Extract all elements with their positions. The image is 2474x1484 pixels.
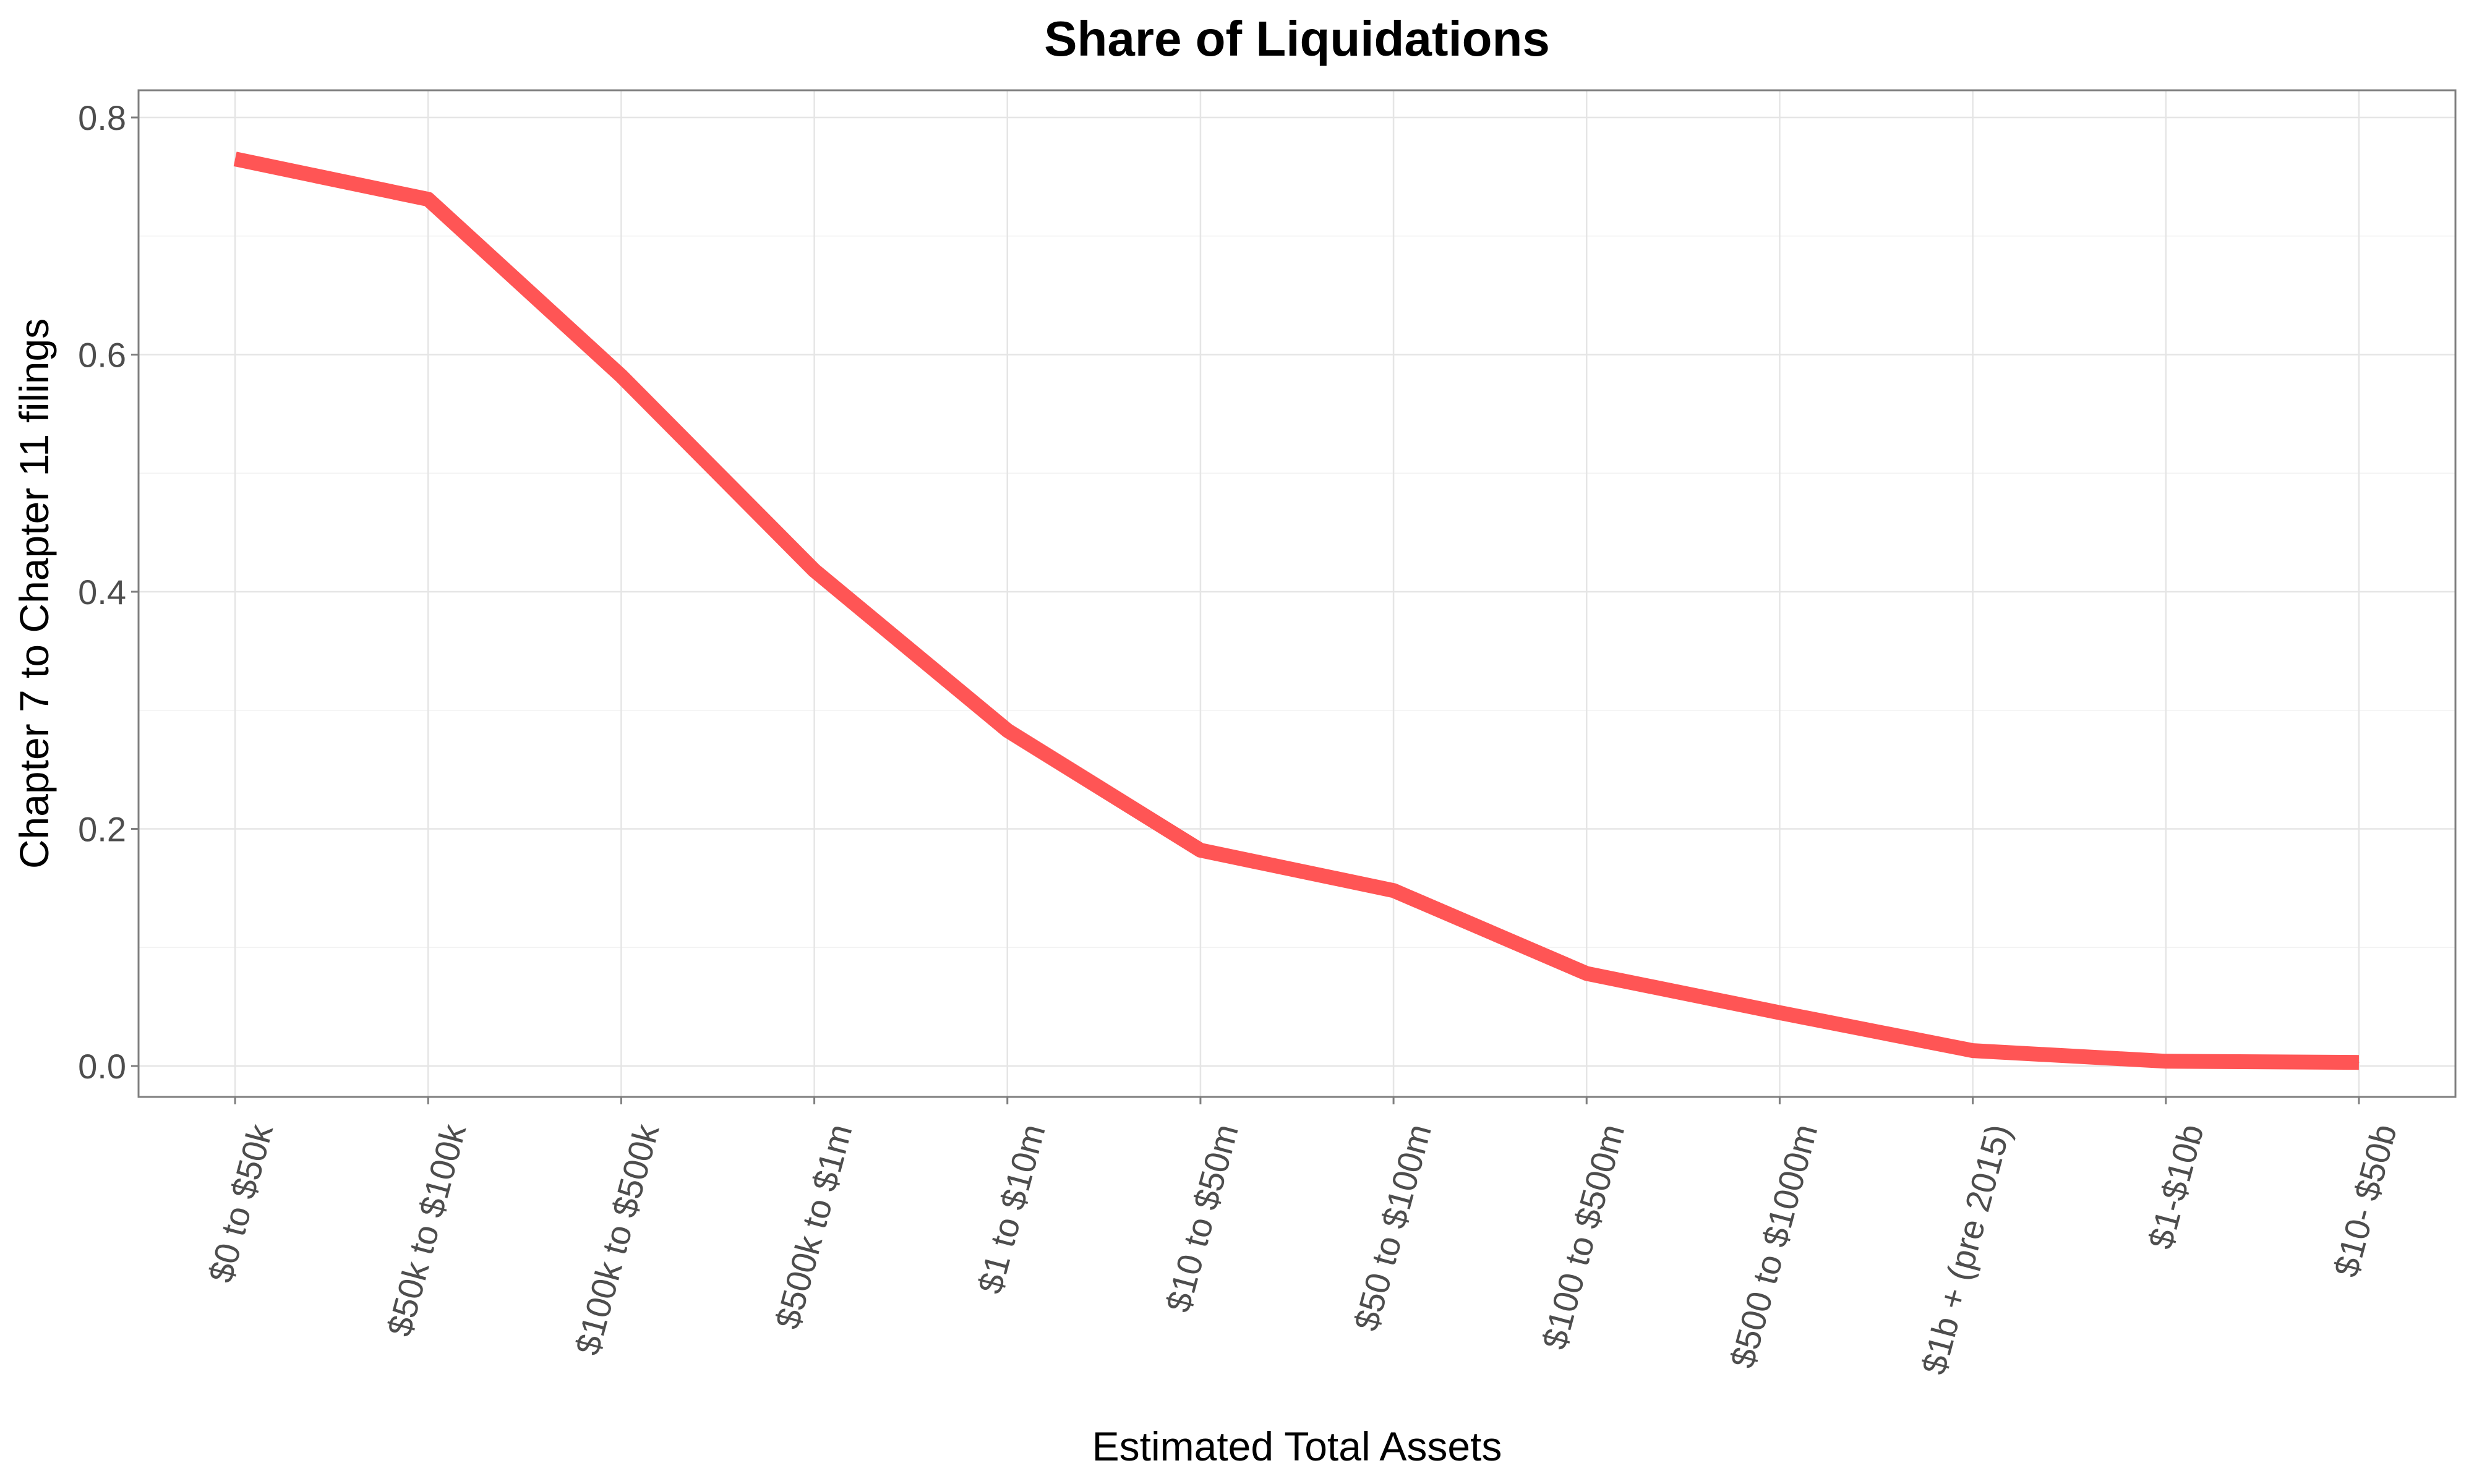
data-point [2358,1062,2360,1063]
grid-lines [139,90,2455,1097]
data-point [1200,850,1201,851]
data-point [234,158,236,160]
chart-title: Share of Liquidations [1044,11,1550,66]
y-tick-label: 0.4 [78,573,126,612]
plot-panel-border [137,89,2457,1098]
series-layer [233,151,2360,1070]
y-tick-label: 0.6 [78,336,126,375]
y-tick-label: 0.2 [78,810,126,849]
data-point [620,375,622,377]
data-point [1393,890,1394,891]
data-point [2165,1060,2167,1062]
y-axis-title: Chapter 7 to Chapter 11 filings [11,318,57,869]
y-tick-label: 0.8 [78,98,126,137]
x-axis-title: Estimated Total Assets [1092,1423,1502,1469]
data-point [1586,973,1587,974]
data-point [814,569,815,571]
series-line [233,151,2359,1070]
data-point [1007,730,1008,731]
data-point [1779,1012,1780,1013]
data-point [427,198,429,200]
y-tick-label: 0.0 [78,1047,126,1086]
